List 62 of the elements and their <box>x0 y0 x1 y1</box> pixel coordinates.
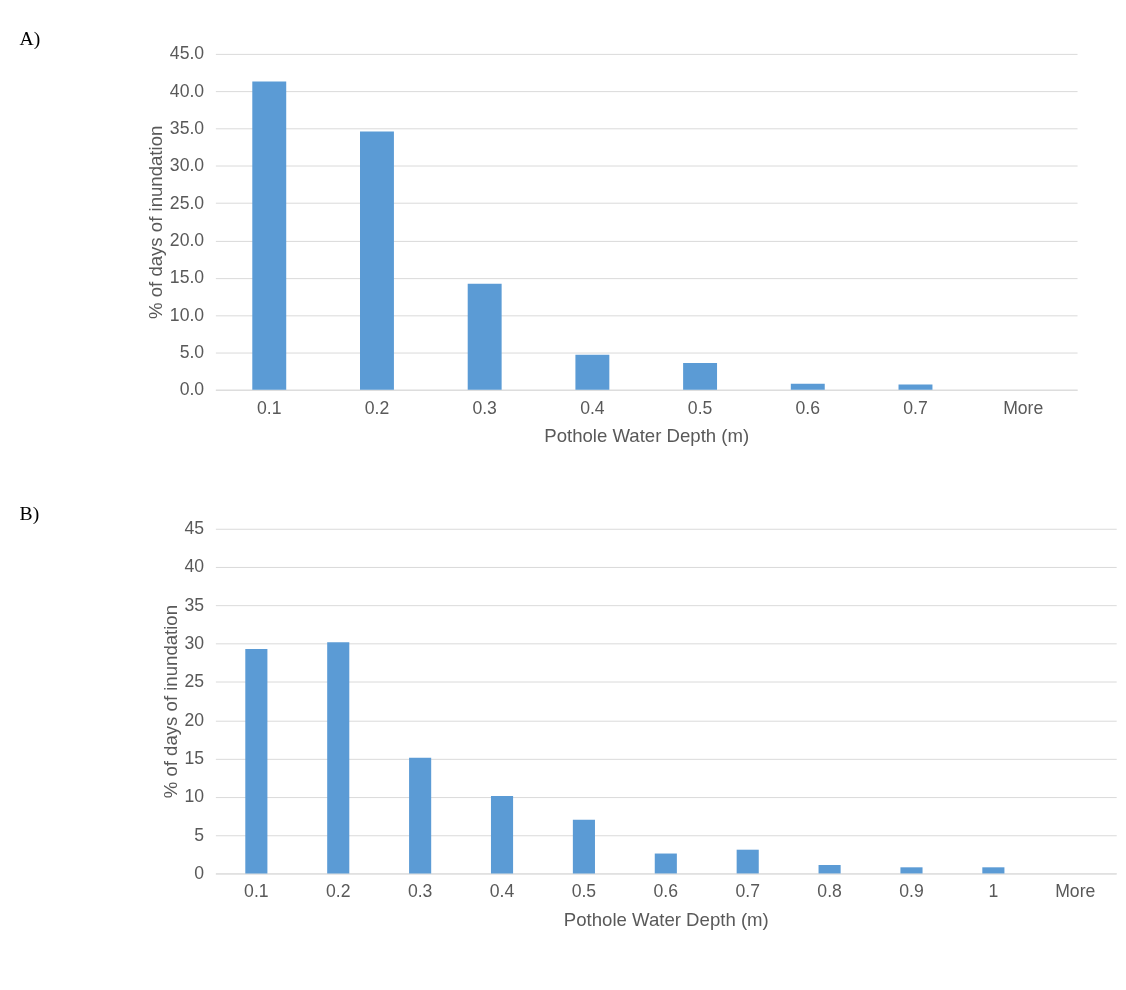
x-tick-label: 0.2 <box>364 397 390 418</box>
x-tick-label: 0.7 <box>903 397 928 418</box>
y-tick-label: 30 <box>184 633 205 654</box>
y-tick-label: 0 <box>194 862 205 883</box>
bar <box>654 853 677 874</box>
x-tick-label: 0.4 <box>489 881 515 902</box>
y-tick-label: 20 <box>184 709 205 730</box>
bar <box>982 867 1005 874</box>
y-tick-label: 15.0 <box>169 267 205 288</box>
bar <box>790 383 825 390</box>
x-tick-label: 1 <box>988 881 999 902</box>
x-tick-label: 0.3 <box>407 881 433 902</box>
bar <box>467 283 502 390</box>
y-tick-label: 35.0 <box>169 117 205 138</box>
y-axis-title: % of days of inundation <box>159 604 181 799</box>
x-tick-label: 0.8 <box>817 881 843 902</box>
x-tick-label: 0.7 <box>735 881 760 902</box>
bar <box>360 131 394 390</box>
y-tick-label: 40 <box>184 556 205 577</box>
y-tick-label: 20.0 <box>169 229 205 250</box>
x-tick-label: More <box>1003 397 1044 418</box>
bar <box>252 81 287 390</box>
y-tick-label: 25.0 <box>169 192 205 213</box>
x-tick-label: 0.1 <box>244 881 269 902</box>
bar <box>898 384 933 390</box>
bar <box>409 757 432 874</box>
y-tick-label: 5 <box>194 824 205 845</box>
x-tick-label: 0.5 <box>687 397 713 418</box>
x-tick-label: 0.1 <box>257 397 282 418</box>
y-tick-label: 25 <box>184 671 205 692</box>
x-tick-label: More <box>1055 881 1096 902</box>
bar <box>490 796 514 874</box>
y-tick-label: 10 <box>184 786 205 807</box>
x-tick-label: 0.5 <box>571 881 597 902</box>
bar <box>818 865 841 874</box>
bar <box>683 362 718 390</box>
text: A) <box>19 28 41 51</box>
text: B) <box>19 502 40 525</box>
x-tick-label: 0.6 <box>795 397 821 418</box>
y-tick-label: 45 <box>184 518 205 539</box>
x-tick-label: 0.3 <box>472 397 498 418</box>
x-tick-label: 0.4 <box>580 397 605 418</box>
bar <box>572 819 595 874</box>
bar <box>900 867 923 874</box>
y-tick-label: 0.0 <box>179 379 205 400</box>
y-tick-label: 40.0 <box>169 80 205 101</box>
y-tick-label: 35 <box>184 594 205 615</box>
bar <box>575 354 610 390</box>
y-axis-title: % of days of inundation <box>145 125 167 319</box>
x-axis-title: Pothole Water Depth (m) <box>544 425 750 447</box>
bar <box>245 649 268 874</box>
x-tick-label: 0.2 <box>326 881 351 902</box>
y-tick-label: 5.0 <box>179 341 205 362</box>
y-tick-label: 10.0 <box>169 304 205 325</box>
x-tick-label: 0.9 <box>899 881 924 902</box>
y-tick-label: 15 <box>184 747 205 768</box>
y-tick-label: 45.0 <box>169 43 205 64</box>
y-tick-label: 30.0 <box>169 155 205 176</box>
bar <box>327 642 350 874</box>
x-axis-title: Pothole Water Depth (m) <box>563 908 769 930</box>
bar <box>736 849 759 874</box>
x-tick-label: 0.6 <box>653 881 679 902</box>
